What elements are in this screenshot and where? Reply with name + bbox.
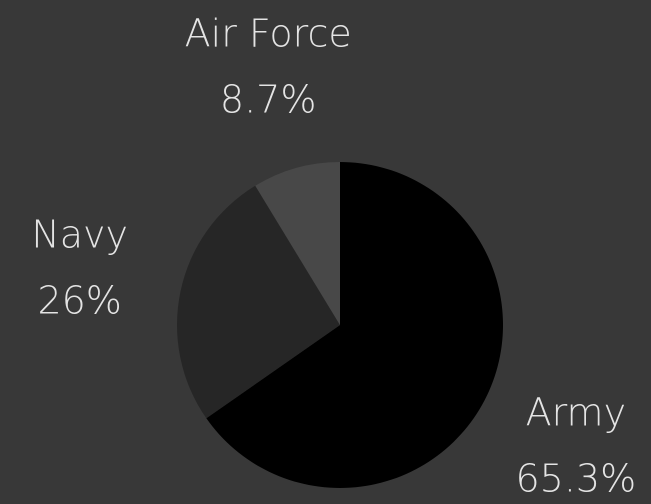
pie-slice bbox=[177, 185, 340, 419]
slice-label: Navy bbox=[31, 213, 128, 257]
slice-value-label: 26% bbox=[37, 279, 121, 323]
slice-label: Army bbox=[526, 390, 626, 434]
slice-value-label: 8.7% bbox=[220, 77, 317, 121]
slice-label: Air Force bbox=[185, 11, 352, 55]
pie-slice bbox=[255, 162, 340, 325]
pie-slice bbox=[206, 162, 503, 488]
slice-value-label: 65.3% bbox=[515, 456, 636, 500]
